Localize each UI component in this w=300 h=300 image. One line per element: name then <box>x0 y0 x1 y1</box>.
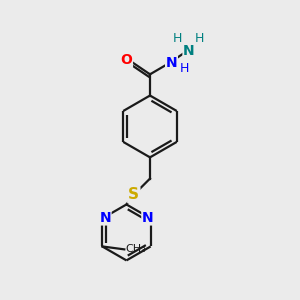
Text: H: H <box>195 32 204 45</box>
Text: H: H <box>180 62 189 75</box>
Text: S: S <box>128 187 139 202</box>
Text: CH₃: CH₃ <box>125 244 146 254</box>
Text: N: N <box>166 56 177 70</box>
Text: H: H <box>172 32 182 45</box>
Text: N: N <box>183 44 195 58</box>
Text: N: N <box>99 211 111 225</box>
Text: O: O <box>121 53 132 68</box>
Text: N: N <box>142 211 154 225</box>
